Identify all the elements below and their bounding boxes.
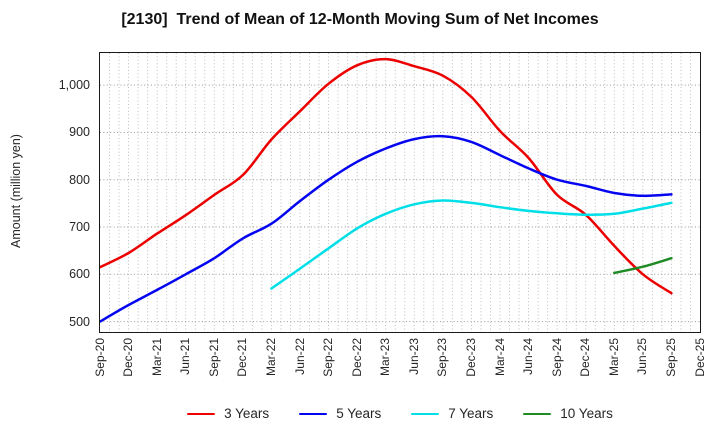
legend-label-5-years: 5 Years — [336, 406, 382, 421]
x-tick-label: Jun-21 — [178, 338, 193, 375]
y-tick-label: 1,000 — [58, 78, 90, 93]
x-tick-label: Dec-25 — [692, 338, 707, 377]
legend-swatch-7-years — [411, 412, 440, 416]
x-tick-label: Sep-23 — [435, 338, 450, 377]
y-tick-label: 500 — [69, 314, 90, 329]
legend-item-10-years: 10 Years — [523, 406, 613, 422]
x-tick-label: Sep-22 — [321, 338, 336, 377]
x-tick-label: Sep-21 — [206, 338, 221, 377]
x-tick-label: Mar-25 — [606, 338, 621, 377]
y-axis-label: Amount (million yen) — [9, 134, 23, 248]
x-tick-label: Dec-20 — [121, 338, 136, 377]
x-tick-label: Mar-22 — [263, 338, 278, 377]
x-tick-label: Sep-25 — [663, 338, 678, 377]
legend-item-7-years: 7 Years — [411, 406, 493, 422]
series-line-5-years — [100, 134, 673, 323]
x-tick-label: Jun-22 — [292, 338, 307, 375]
legend-item-3-years: 3 Years — [187, 406, 269, 422]
series-line-10-years — [613, 256, 673, 275]
x-tick-label: Sep-20 — [92, 338, 107, 377]
legend: 3 Years 5 Years 7 Years 10 Years — [100, 403, 700, 425]
legend-label-10-years: 10 Years — [560, 406, 613, 421]
chart-title: [2130] Trend of Mean of 12-Month Moving … — [121, 11, 599, 28]
x-tick-label: Dec-22 — [349, 338, 364, 377]
x-tick-label: Mar-24 — [492, 338, 507, 377]
legend-swatch-5-years — [299, 412, 328, 416]
x-tick-label: Jun-25 — [635, 338, 650, 375]
legend-label-7-years: 7 Years — [448, 406, 494, 421]
legend-label-3-years: 3 Years — [224, 406, 270, 421]
x-tick-label: Mar-21 — [149, 338, 164, 377]
x-tick-label: Dec-24 — [578, 338, 593, 377]
plot-canvas — [100, 53, 700, 332]
legend-swatch-10-years — [523, 412, 552, 416]
legend-item-5-years: 5 Years — [299, 406, 381, 422]
x-tick-label: Dec-23 — [463, 338, 478, 377]
y-tick-label: 800 — [69, 172, 90, 187]
x-tick-label: Dec-21 — [235, 338, 250, 377]
series-line-7-years — [270, 199, 673, 290]
legend-swatch-3-years — [187, 412, 216, 416]
x-tick-label: Mar-23 — [378, 338, 393, 377]
y-tick-label: 600 — [69, 267, 90, 282]
plot-area — [99, 52, 701, 333]
x-tick-label: Jun-23 — [406, 338, 421, 375]
series-line-3-years — [100, 57, 673, 295]
x-tick-label: Jun-24 — [521, 338, 536, 375]
x-tick-label: Sep-24 — [549, 338, 564, 377]
y-tick-label: 700 — [69, 220, 90, 235]
y-tick-label: 900 — [69, 125, 90, 140]
